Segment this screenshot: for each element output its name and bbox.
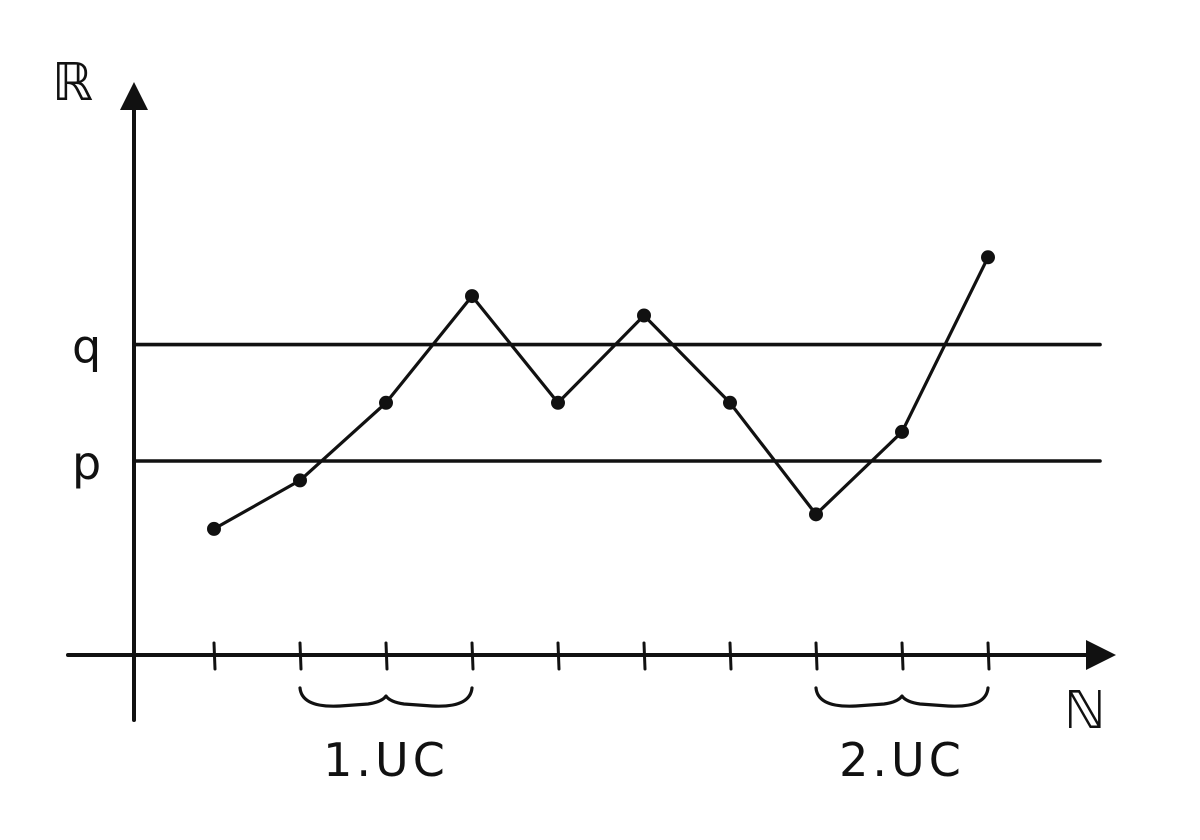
annotation-brace-2 [814,686,990,708]
y-axis-label: ℝ [52,53,93,113]
reference-label-q: q [72,320,101,374]
data-point-8 [809,507,823,522]
x-tick-6 [642,641,647,671]
x-tick-1 [212,641,217,671]
x-tick-8 [814,641,819,671]
y-axis-arrowhead [120,82,148,110]
series-line [212,255,990,531]
reference-label-p: p [72,436,101,490]
data-point-3 [379,395,393,410]
data-point-4 [465,289,479,304]
x-tick-10 [986,641,991,671]
x-tick-9 [900,641,905,671]
data-point-9 [895,424,909,439]
annotation-label-2: 2.UC [839,733,965,787]
data-point-6 [637,308,651,323]
data-point-1 [207,521,221,536]
x-axis-arrowhead [1086,640,1116,670]
data-point-2 [293,473,307,488]
data-point-5 [551,395,565,410]
x-axis-label: ℕ [1064,681,1106,741]
x-axis-ticks [212,641,991,671]
annotation-label-1: 1.UC [323,733,449,787]
data-point-10 [981,250,995,265]
annotations: 1.UC 2.UC [298,686,990,787]
x-tick-5 [556,641,561,671]
x-tick-4 [470,641,475,671]
series [207,250,995,536]
x-tick-2 [298,641,303,671]
x-tick-7 [728,641,733,671]
annotation-brace-1 [298,686,474,708]
x-tick-3 [384,641,389,671]
data-point-7 [723,395,737,410]
axes: ℝ ℕ [52,53,1116,741]
